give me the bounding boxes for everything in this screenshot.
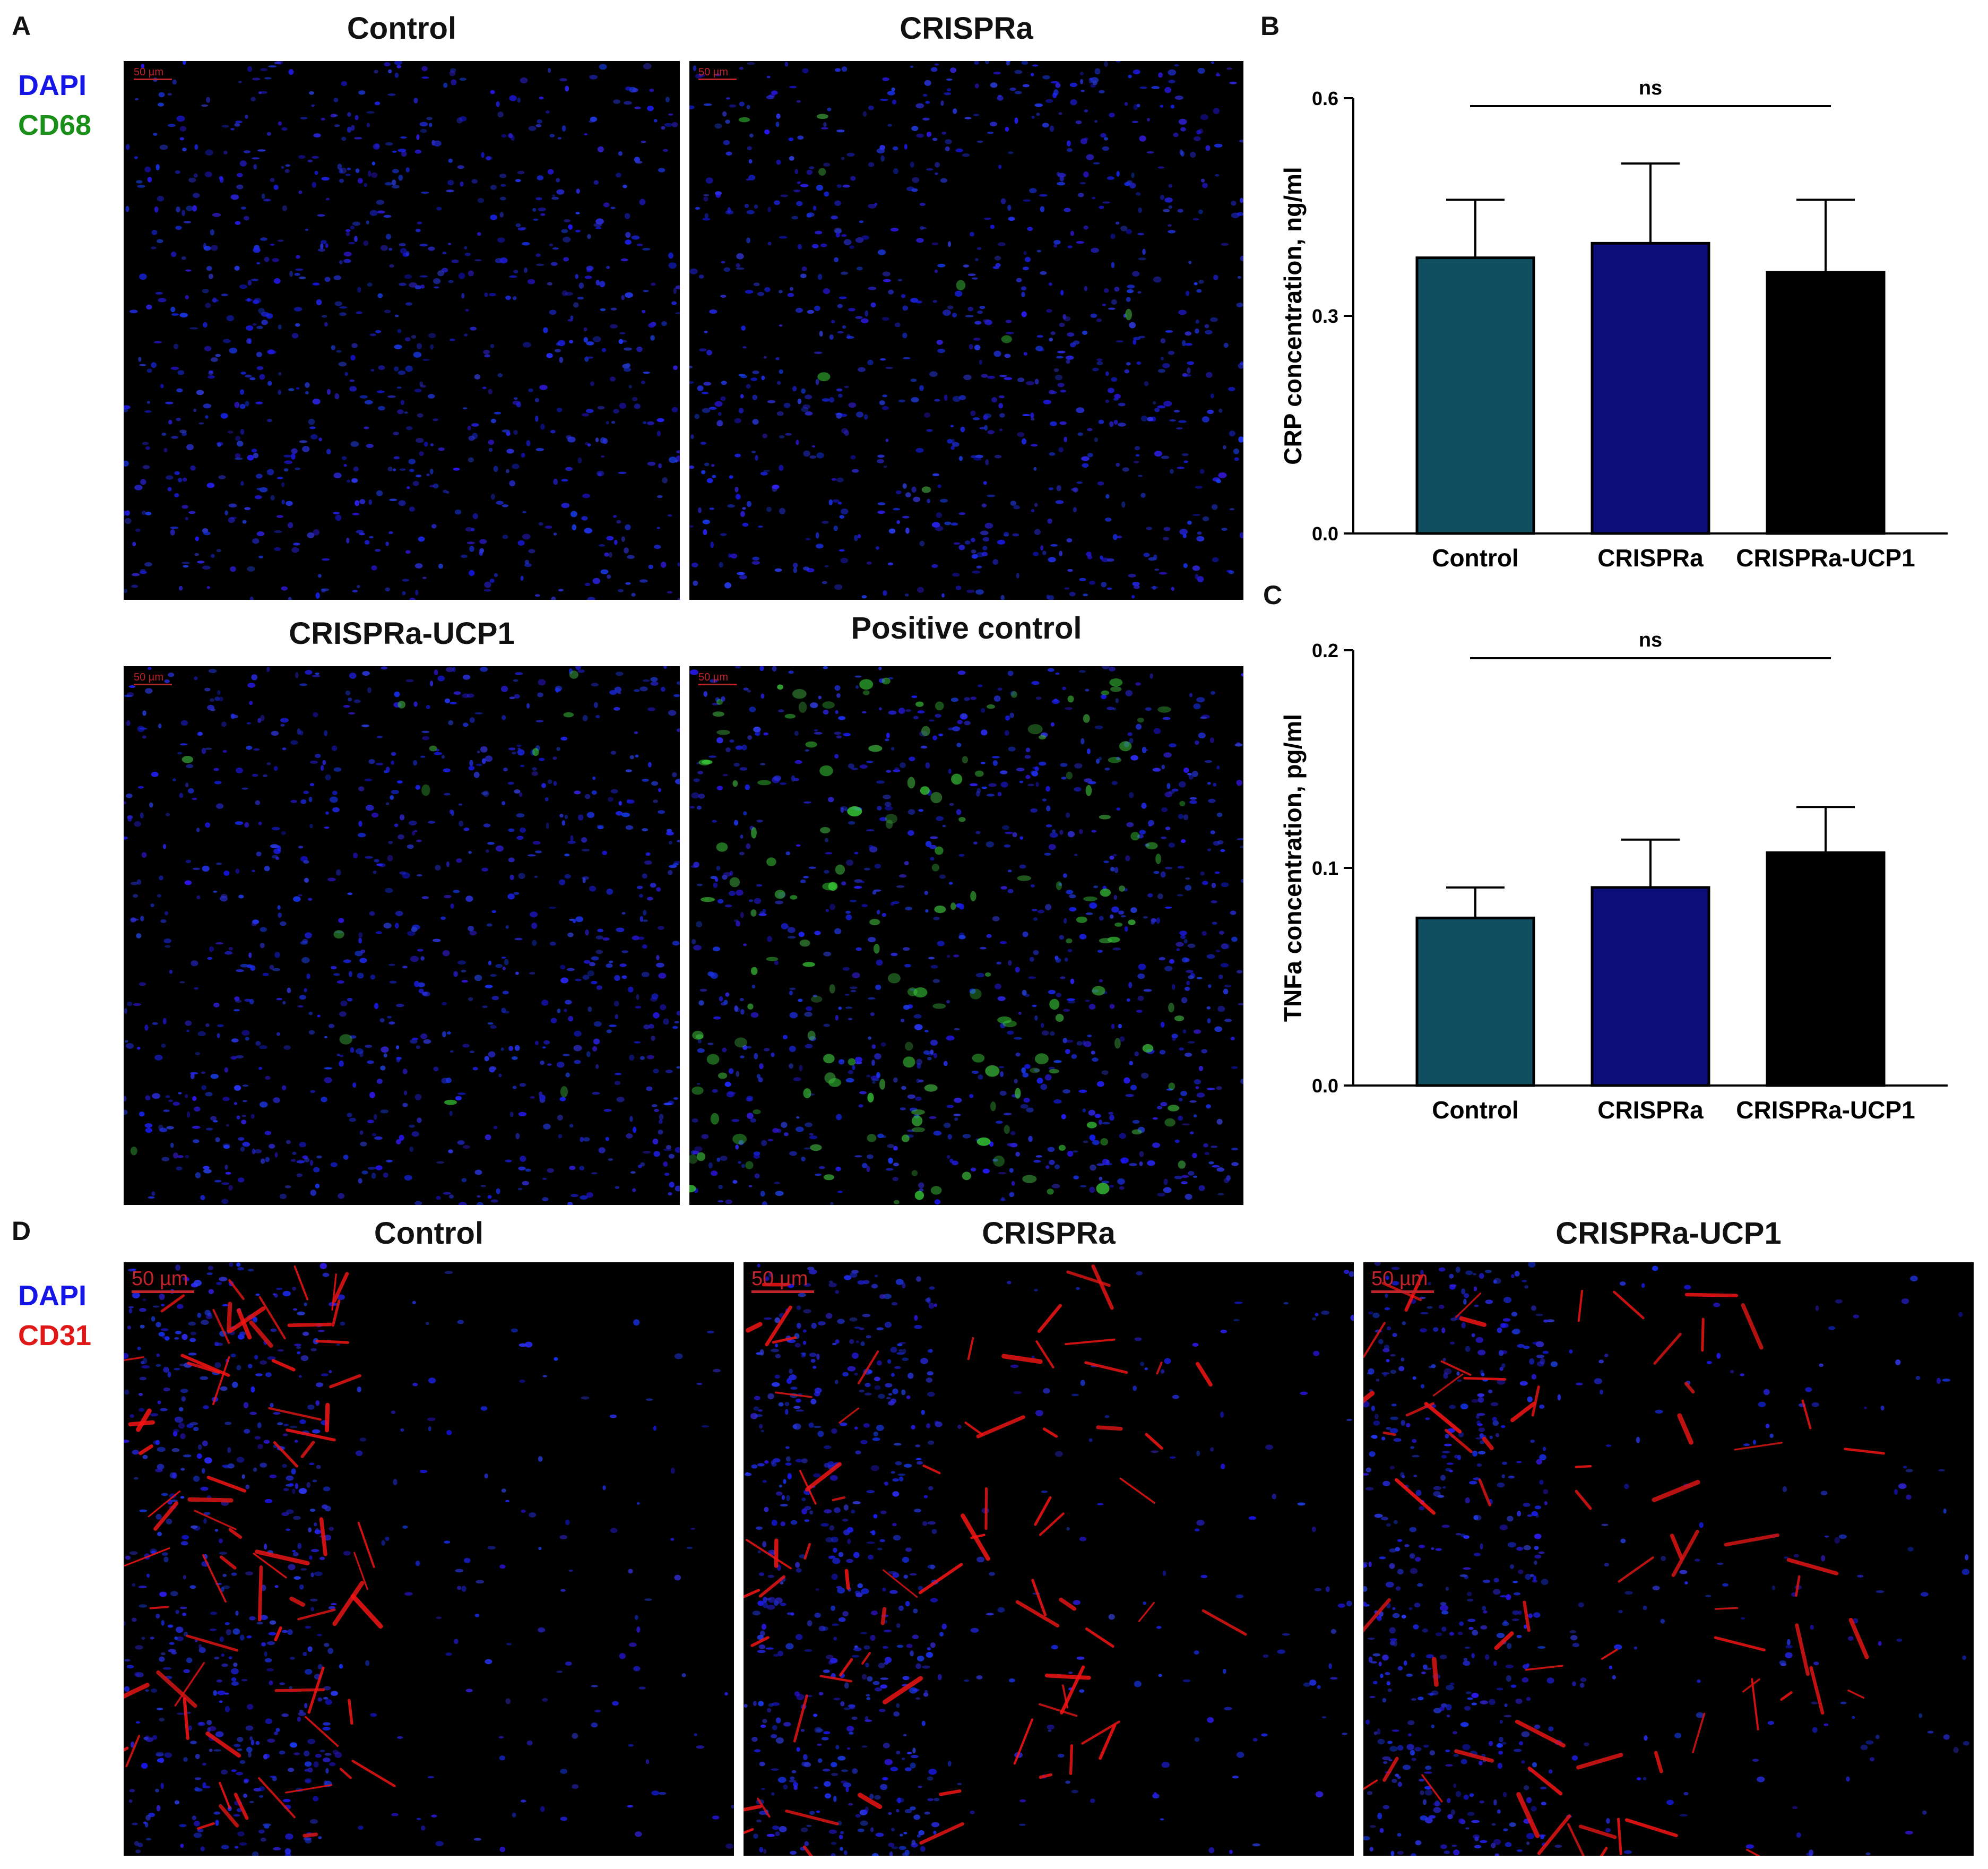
x-tick-label: CRISPRa (1597, 544, 1704, 572)
y-tick-label: 0.1 (1312, 857, 1338, 879)
bar-control (1415, 256, 1535, 535)
scale-bar-d-crispra: 50 µm (751, 1268, 814, 1293)
micrograph-texture (1363, 1262, 1970, 1856)
bar-chart-crp: 0.0 0.3 0.6 CRP concentration, ng/ml Control… (1263, 58, 1953, 595)
scale-bar-line (134, 684, 172, 685)
scale-bar-line (698, 79, 737, 80)
image-title-d-control: Control (374, 1216, 484, 1251)
micrograph-d-control (124, 1262, 734, 1856)
scale-bar-line (698, 684, 737, 685)
micrograph-a-control (124, 61, 680, 600)
y-tick-label: 0.0 (1312, 523, 1338, 545)
image-title-d-crispra: CRISPRa (982, 1216, 1116, 1251)
significance-label: ns (1639, 77, 1662, 99)
scale-bar-a-control: 50 µm (134, 66, 172, 80)
legend-dapi-a: DAPI (18, 70, 87, 101)
scale-bar-label: 50 µm (751, 1268, 808, 1290)
scale-bar-line (751, 1290, 814, 1293)
scale-bar-a-crispra: 50 µm (698, 66, 737, 80)
legend-cd31: CD31 (18, 1320, 92, 1351)
scale-bar-line (134, 79, 172, 80)
scale-bar-label: 50 µm (134, 671, 163, 683)
scale-bar-a-crispra-ucp1: 50 µm (134, 671, 172, 685)
x-tick-label: Control (1432, 1096, 1519, 1124)
bar-control (1415, 916, 1535, 1087)
scale-bar-line (1371, 1290, 1434, 1293)
scale-bar-line (132, 1290, 194, 1293)
significance-label: ns (1639, 629, 1662, 651)
scale-bar-label: 50 µm (134, 66, 163, 78)
micrograph-texture (744, 1263, 1354, 1856)
y-tick-label: 0.6 (1312, 88, 1338, 109)
chart-svg-1: 0.0 0.1 0.2 TNFa concentration, pg/ml Contro… (1279, 629, 1948, 1124)
micrograph-texture (689, 61, 1243, 600)
y-tick-label: 0.0 (1312, 1075, 1338, 1097)
bar-crispra (1591, 886, 1710, 1087)
legend-cd68: CD68 (18, 109, 92, 141)
y-axis-label: CRP concentration, ng/ml (1279, 167, 1307, 464)
scale-bar-d-control: 50 µm (132, 1268, 194, 1293)
micrograph-d-crispra (744, 1262, 1354, 1856)
image-title-a-crispra: CRISPRa (900, 11, 1033, 46)
micrograph-a-positive-control (689, 666, 1243, 1205)
bar-chart-tnfa: 0.0 0.1 0.2 TNFa concentration, pg/ml Contro… (1263, 610, 1953, 1147)
micrograph-texture (124, 61, 680, 600)
chart-svg-0: 0.0 0.3 0.6 CRP concentration, ng/ml Control… (1279, 77, 1948, 572)
micrograph-texture (689, 666, 1243, 1205)
micrograph-a-crispra (689, 61, 1243, 600)
scale-bar-label: 50 µm (698, 671, 728, 683)
panel-letter-d: D (12, 1216, 31, 1246)
y-tick-label: 0.3 (1312, 305, 1338, 327)
y-axis-label: TNFa concentration, pg/ml (1279, 714, 1307, 1022)
x-tick-label: CRISPRa-UCP1 (1736, 1096, 1915, 1124)
image-title-a-positive-control: Positive control (851, 611, 1082, 645)
bar-crispra-ucp1 (1766, 271, 1886, 535)
scale-bar-a-positive-control: 50 µm (698, 671, 737, 685)
bar-crispra (1591, 242, 1710, 535)
scale-bar-label: 50 µm (698, 66, 728, 78)
bar-crispra-ucp1 (1766, 851, 1886, 1087)
scale-bar-label: 50 µm (132, 1268, 188, 1290)
legend-dapi-d: DAPI (18, 1280, 87, 1312)
micrograph-a-crispra-ucp1 (124, 666, 680, 1205)
x-tick-label: CRISPRa-UCP1 (1736, 544, 1915, 572)
panel-letter-a: A (12, 11, 31, 41)
x-tick-label: CRISPRa (1597, 1096, 1704, 1124)
scale-bar-d-crispra-ucp1: 50 µm (1371, 1268, 1434, 1293)
image-title-a-control: Control (347, 11, 457, 46)
x-tick-label: Control (1432, 544, 1519, 572)
micrograph-texture (124, 1262, 734, 1856)
y-tick-label: 0.2 (1312, 640, 1338, 661)
panel-letter-b: B (1260, 11, 1280, 41)
panel-letter-c: C (1263, 580, 1283, 610)
micrograph-d-crispra-ucp1 (1363, 1262, 1974, 1856)
image-title-d-crispra-ucp1: CRISPRa-UCP1 (1555, 1216, 1782, 1251)
image-title-a-crispra-ucp1: CRISPRa-UCP1 (289, 616, 515, 651)
micrograph-texture (124, 666, 680, 1205)
scale-bar-label: 50 µm (1371, 1268, 1428, 1290)
